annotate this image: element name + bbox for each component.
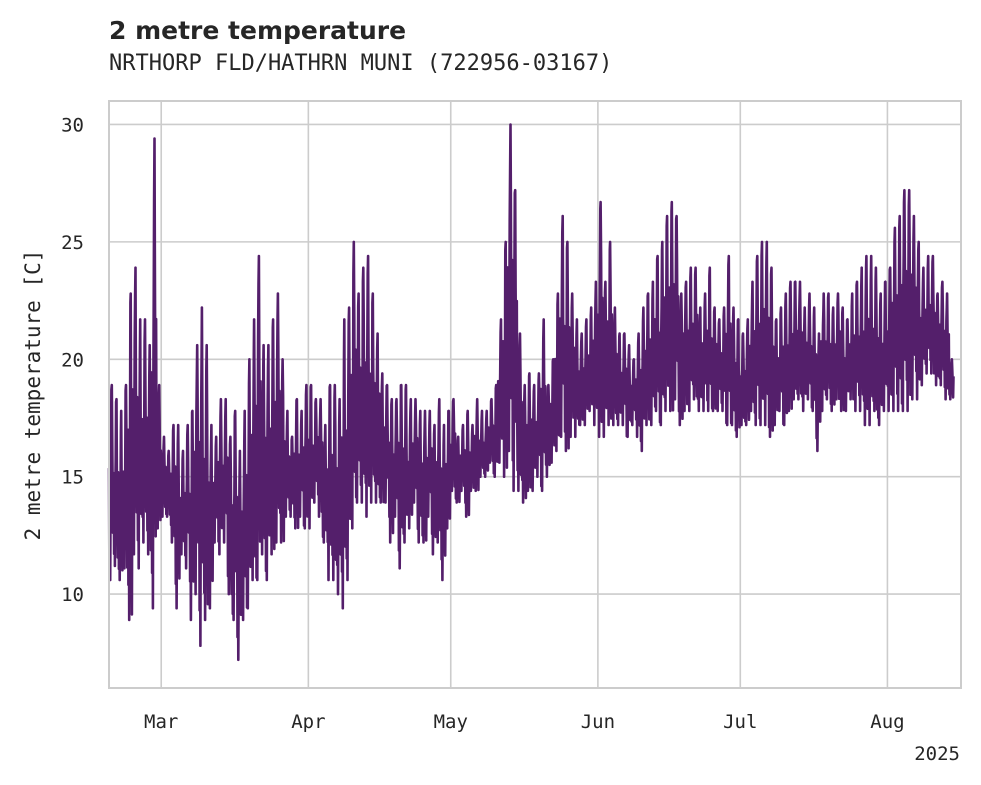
temperature-series-line: [107, 123, 955, 662]
plot-frame: [108, 100, 962, 689]
x-tick-label: Aug: [870, 711, 904, 733]
chart-title: 2 metre temperature: [109, 16, 407, 45]
x-axis: Mar Apr May Jun Jul Aug: [144, 711, 905, 733]
y-axis: 10 15 20 25 30: [61, 114, 84, 606]
x-tick-label: Apr: [291, 711, 325, 733]
x-tick-label: Mar: [144, 711, 178, 733]
x-tick-label: May: [434, 711, 468, 733]
x-tick-label: Jul: [723, 711, 757, 733]
x-tick-label: Jun: [581, 711, 615, 733]
y-tick-label: 20: [61, 349, 84, 371]
chart-subtitle: NRTHORP FLD/HATHRN MUNI (722956-03167): [109, 51, 613, 76]
series-group: [107, 123, 955, 662]
y-tick-label: 15: [61, 467, 84, 489]
y-axis-label: 2 metre temperature [C]: [21, 250, 45, 541]
x-axis-offset-label: 2025: [914, 743, 960, 765]
y-tick-label: 10: [61, 584, 84, 606]
y-tick-label: 30: [61, 114, 84, 136]
y-tick-label: 25: [61, 232, 84, 254]
